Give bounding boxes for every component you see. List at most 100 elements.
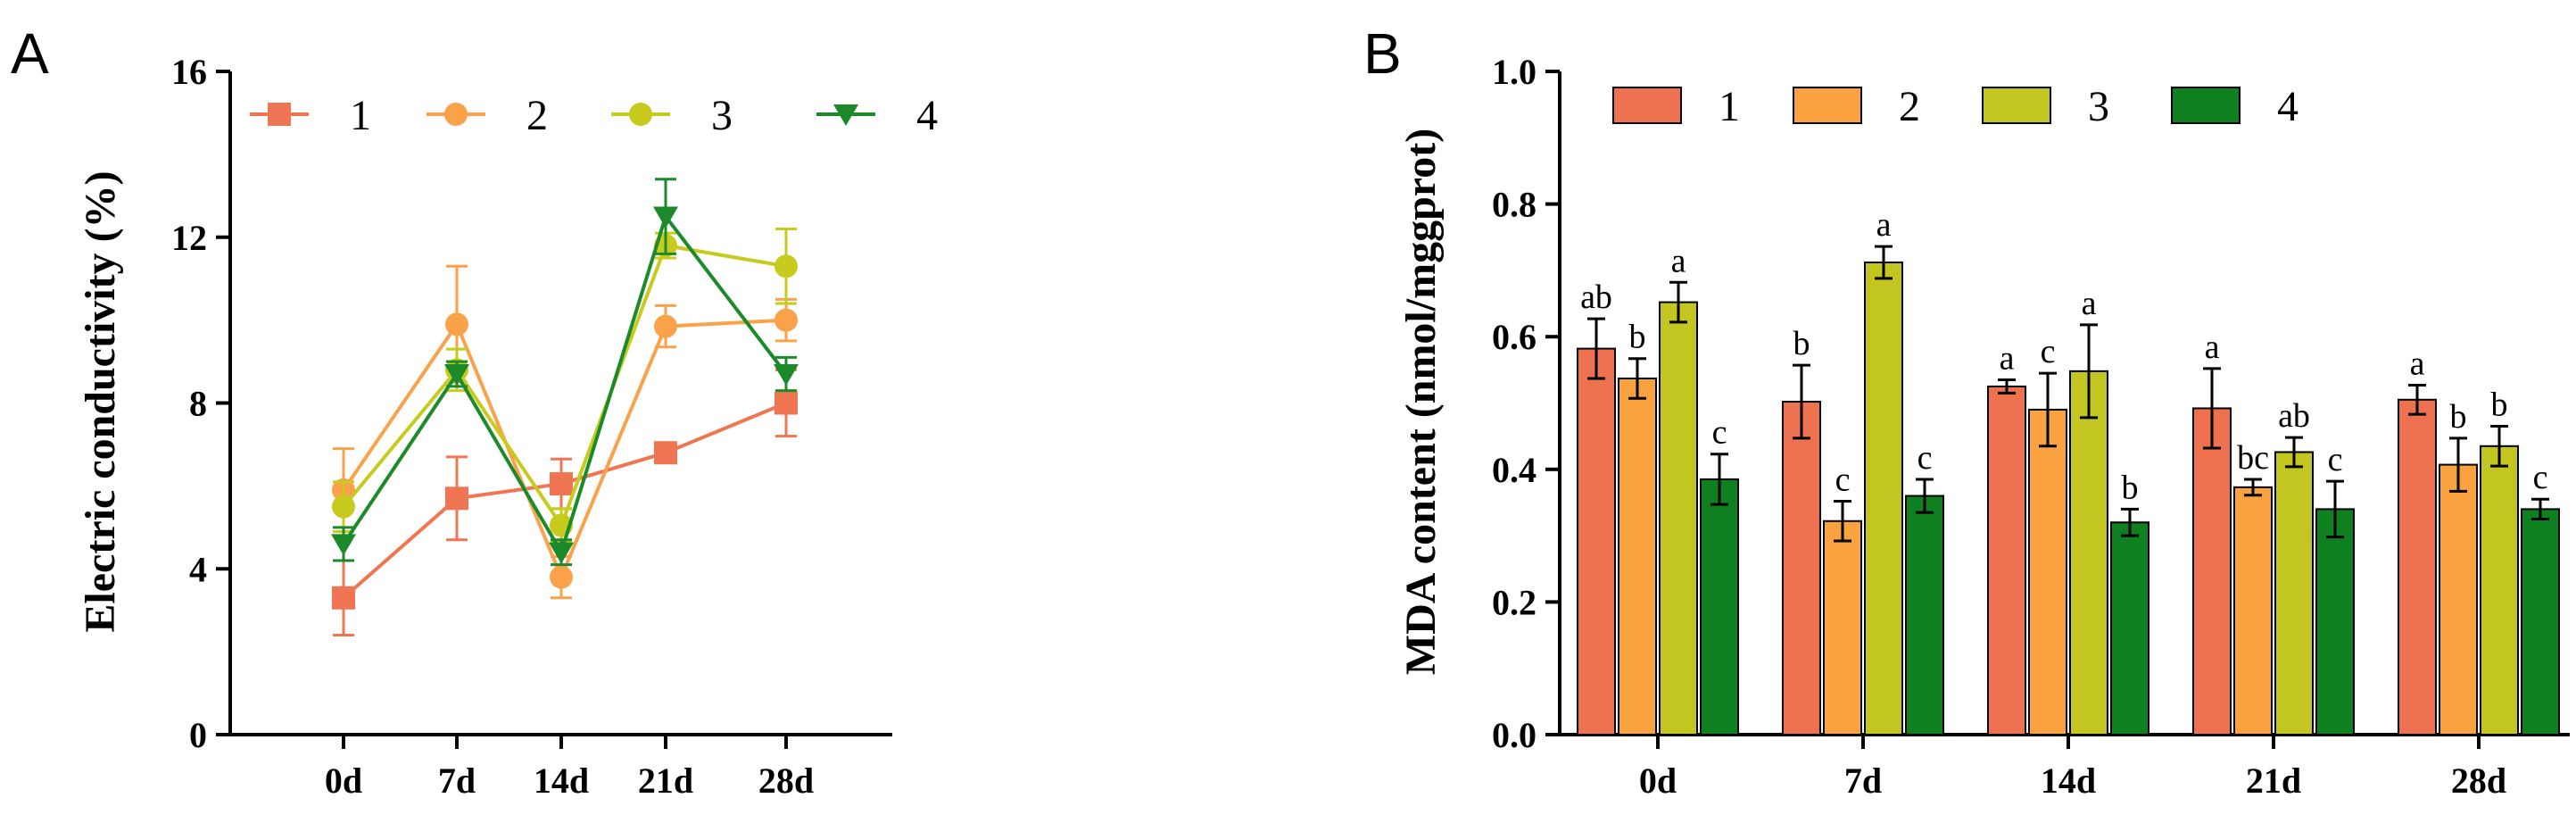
- data-point-4-0: [331, 534, 356, 556]
- data-point-4-2: [549, 542, 574, 564]
- significance-label-3-1: a: [1876, 206, 1892, 244]
- y-axis-title-b: MDA content (nmol/mggprot): [1397, 129, 1445, 675]
- y-tick-label-0: 0: [189, 715, 207, 755]
- legend-entry-2: 2: [427, 92, 548, 139]
- significance-label-2-2: c: [2041, 333, 2056, 370]
- legend-marker-1: [268, 103, 291, 126]
- data-point-4-4: [774, 363, 799, 386]
- bar-2-3: [2233, 486, 2273, 736]
- data-point-1-0: [332, 586, 355, 610]
- y-tick-label-b-0: 0.0: [1492, 715, 1536, 755]
- significance-label-1-2: a: [2000, 339, 2015, 377]
- bar-3-2: [2069, 370, 2108, 736]
- x-tick-label-1: 7d: [438, 761, 476, 801]
- bar-1-1: [1782, 401, 1821, 736]
- x-tick-label-4: 28d: [758, 761, 814, 801]
- y-tick-label-2: 8: [189, 384, 207, 424]
- bar-2-1: [1823, 520, 1862, 736]
- significance-label-1-1: b: [1793, 325, 1810, 362]
- panel-letter-a: A: [11, 21, 49, 86]
- x-tick-label-b-3: 21d: [2246, 761, 2301, 801]
- x-tick-label-b-2: 14d: [2041, 761, 2096, 801]
- legend-entry-3: 3: [611, 92, 733, 139]
- bar-legend-label-2: 2: [1899, 83, 1920, 130]
- bar-legend-entry-1: 1: [1612, 83, 1740, 130]
- significance-label-4-3: c: [2328, 441, 2343, 478]
- data-point-4-3: [653, 206, 678, 229]
- y-tick-label-b-3: 0.6: [1492, 317, 1536, 357]
- significance-label-2-0: b: [1629, 319, 1646, 356]
- significance-label-3-4: b: [2491, 387, 2508, 424]
- bar-3-3: [2274, 451, 2314, 736]
- series-4: [331, 178, 799, 567]
- y-tick-label-b-2: 0.4: [1492, 450, 1536, 490]
- bar-3-4: [2480, 445, 2519, 736]
- bar-legend-label-3: 3: [2088, 83, 2109, 130]
- bar-3-1: [1864, 261, 1903, 736]
- x-tick-label-b-1: 7d: [1844, 761, 1882, 801]
- bar-2-4: [2439, 463, 2478, 736]
- y-tick-label-1: 4: [189, 549, 207, 589]
- data-point-1-1: [445, 486, 468, 511]
- y-tick-label-4: 16: [171, 52, 207, 92]
- series-2: [332, 264, 798, 600]
- bar-1-2: [1987, 385, 2026, 736]
- x-tick-label-3: 21d: [638, 761, 693, 801]
- significance-label-1-3: a: [2205, 328, 2220, 366]
- bar-legend-swatch-1: [1612, 87, 1682, 124]
- data-point-2-2: [550, 565, 573, 589]
- bar-legend-entry-3: 3: [1982, 83, 2109, 130]
- y-tick-label-b-4: 0.8: [1492, 185, 1536, 225]
- legend-marker-2: [444, 103, 468, 126]
- bar-4-4: [2521, 508, 2560, 736]
- legend-marker-3: [629, 103, 652, 126]
- significance-label-4-4: c: [2533, 459, 2548, 496]
- bar-1-3: [2192, 407, 2232, 736]
- panel-letter-b: B: [1363, 21, 1402, 86]
- bar-4-0: [1700, 478, 1739, 736]
- legend-entry-4: 4: [816, 92, 938, 139]
- data-point-3-4: [774, 254, 798, 278]
- legend-entry-1: 1: [250, 92, 371, 139]
- significance-label-2-3: bc: [2237, 439, 2269, 477]
- bar-legend-label-1: 1: [1719, 83, 1740, 130]
- y-tick-label-3: 12: [171, 218, 207, 258]
- bar-series-4: c c bc c: [1700, 414, 2560, 736]
- significance-label-1-4: a: [2410, 345, 2425, 382]
- y-tick-label-b-5: 1.0: [1492, 52, 1536, 92]
- significance-label-3-2: a: [2082, 285, 2097, 322]
- significance-label-2-4: b: [2450, 398, 2467, 436]
- y-axis-title: Electric conductivity (%): [77, 170, 124, 632]
- bar-4-3: [2315, 508, 2355, 736]
- significance-label-3-0: a: [1671, 242, 1686, 279]
- data-point-2-4: [774, 308, 798, 332]
- bar-1-4: [2398, 398, 2437, 736]
- bar-legend-swatch-3: [1982, 87, 2051, 124]
- bar-2-2: [2028, 408, 2067, 736]
- significance-label-2-1: c: [1835, 461, 1851, 498]
- legend-label-4: 4: [916, 92, 938, 139]
- bar-legend-label-4: 4: [2277, 83, 2299, 130]
- significance-label-3-3: ab: [2278, 397, 2310, 435]
- bar-legend-swatch-4: [2171, 87, 2241, 124]
- data-point-1-2: [550, 472, 573, 496]
- data-point-2-3: [654, 314, 677, 338]
- bar-legend-entry-2: 2: [1793, 83, 1920, 130]
- significance-label-4-2: b: [2122, 469, 2139, 506]
- legend-label-3: 3: [711, 92, 733, 139]
- bar-3-0: [1659, 301, 1698, 736]
- bar-4-1: [1905, 495, 1944, 736]
- x-tick-label-0: 0d: [325, 761, 362, 801]
- x-tick-label-2: 14d: [534, 761, 589, 801]
- legend-label-2: 2: [526, 92, 548, 139]
- bar-4-2: [2110, 521, 2149, 736]
- bar-series-1: abb a a a: [1577, 278, 2437, 736]
- series-line-4: [342, 212, 788, 557]
- data-point-1-3: [654, 441, 677, 465]
- bar-2-0: [1618, 378, 1657, 736]
- series-1: [332, 368, 798, 637]
